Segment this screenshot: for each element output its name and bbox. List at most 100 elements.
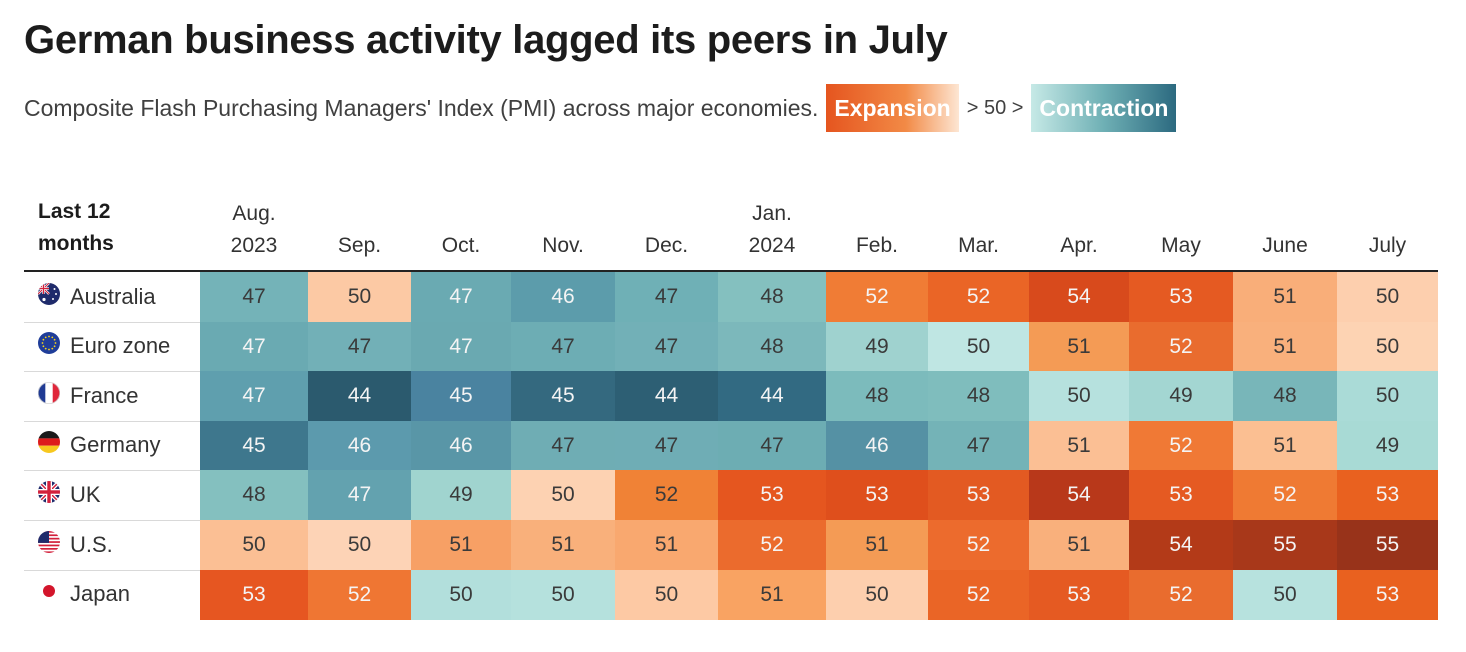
heatmap-cell: 52 (928, 520, 1029, 571)
heatmap-cell: 51 (1233, 321, 1337, 372)
row-label: UK (38, 470, 101, 519)
cell-value: 55 (1375, 533, 1400, 557)
cell-value: 53 (760, 483, 784, 507)
heatmap-cell: 49 (411, 470, 511, 521)
cell-value: 47 (347, 483, 372, 507)
cell-value: 48 (966, 384, 991, 408)
heatmap-cell: 51 (411, 520, 511, 571)
cell-value: 54 (1169, 533, 1193, 557)
cell-value: 52 (1169, 582, 1193, 606)
column-header: Sep. (298, 196, 421, 262)
column-header-line: Jan. (752, 202, 792, 225)
cell-value: 50 (966, 334, 991, 358)
row-separator (24, 569, 200, 571)
cell-value: 50 (347, 533, 372, 557)
row-label-text: France (70, 382, 139, 408)
heatmap-cell: 47 (718, 420, 826, 471)
heatmap-cell: 51 (718, 569, 826, 620)
cell-value: 52 (966, 533, 991, 557)
heatmap-cell: 48 (718, 272, 826, 323)
row-label-text: Germany (70, 432, 161, 458)
cell-value: 49 (1169, 384, 1193, 408)
row-label: Euro zone (38, 322, 170, 371)
heatmap-cell: 51 (1233, 420, 1337, 471)
heatmap-cell: 48 (200, 470, 308, 521)
cell-value: 53 (1375, 582, 1400, 606)
cell-value: 47 (449, 285, 473, 309)
row-label: Japan (38, 570, 130, 619)
heatmap-cell: 48 (826, 371, 928, 422)
heatmap-cell: 50 (928, 321, 1029, 372)
heatmap-cell: 52 (1233, 470, 1337, 521)
cell-value: 53 (966, 483, 991, 507)
cell-value: 47 (760, 433, 784, 457)
cell-value: 47 (551, 334, 575, 358)
heatmap-cell: 47 (200, 371, 308, 422)
heatmap-cell: 53 (1337, 470, 1438, 521)
column-header-line: Apr. (1060, 234, 1098, 257)
heatmap-cell: 52 (928, 272, 1029, 323)
legend-expansion: Expansion (826, 84, 959, 132)
cell-value: 50 (347, 285, 372, 309)
heatmap-cell: 50 (308, 520, 411, 571)
us-flag-icon (38, 530, 60, 559)
cell-value: 52 (966, 285, 991, 309)
corner-label-line: Last 12 (38, 200, 111, 223)
cell-value: 53 (865, 483, 889, 507)
cell-value: 46 (347, 433, 372, 457)
cell-value: 46 (865, 433, 889, 457)
column-header-line: 2023 (230, 234, 278, 257)
column-header: Dec. (605, 196, 728, 262)
heatmap-cell: 54 (1029, 470, 1129, 521)
heatmap-cell: 47 (411, 321, 511, 372)
heatmap-cell: 53 (826, 470, 928, 521)
column-header: Aug. 2023 (190, 196, 318, 262)
heatmap-cell: 47 (200, 272, 308, 323)
row-label: Australia (38, 272, 156, 321)
heatmap-cell: 51 (1029, 420, 1129, 471)
row-label: U.S. (38, 520, 113, 569)
heatmap-cell: 50 (200, 520, 308, 571)
cell-value: 53 (1067, 582, 1091, 606)
cell-value: 51 (1067, 433, 1091, 457)
cell-value: 48 (242, 483, 266, 507)
heatmap-cell: 50 (308, 272, 411, 323)
germany-flag-icon (38, 431, 60, 459)
heatmap-cell: 47 (511, 420, 615, 471)
column-header: Mar. (918, 196, 1039, 262)
heatmap-cell: 48 (1233, 371, 1337, 422)
heatmap-cell: 47 (308, 470, 411, 521)
cell-value: 52 (1169, 433, 1193, 457)
heatmap-cell: 52 (1129, 420, 1233, 471)
heatmap-cell: 52 (308, 569, 411, 620)
eu-flag-icon (38, 332, 60, 360)
japan-flag-icon (38, 580, 60, 608)
column-header: Feb. (816, 196, 938, 262)
heatmap-cell: 46 (511, 272, 615, 323)
heatmap-cell: 47 (308, 321, 411, 372)
column-header: Jan. 2024 (708, 196, 836, 262)
cell-value: 47 (242, 334, 266, 358)
heatmap-cell: 50 (511, 470, 615, 521)
heatmap-cell: 53 (1337, 569, 1438, 620)
cell-value: 55 (1273, 533, 1297, 557)
cell-value: 51 (1273, 285, 1297, 309)
heatmap-cell: 48 (718, 321, 826, 372)
row-label-text: Euro zone (70, 333, 171, 359)
chart-title: German business activity lagged its peer… (24, 18, 948, 62)
heatmap-cell: 52 (718, 520, 826, 571)
heatmap-cell: 50 (1337, 272, 1438, 323)
cell-value: 44 (654, 384, 679, 408)
row-label: Germany (38, 421, 160, 470)
heatmap-cell: 51 (615, 520, 718, 571)
cell-value: 46 (551, 285, 575, 309)
cell-value: 47 (449, 334, 473, 358)
column-header-line: Feb. (855, 234, 899, 257)
cell-value: 49 (865, 334, 889, 358)
heatmap-cell: 49 (826, 321, 928, 372)
cell-value: 47 (242, 384, 266, 408)
column-header-line: Sep. (337, 234, 382, 257)
row-separator (24, 321, 200, 323)
cell-value: 50 (865, 582, 889, 606)
cell-value: 47 (551, 433, 575, 457)
